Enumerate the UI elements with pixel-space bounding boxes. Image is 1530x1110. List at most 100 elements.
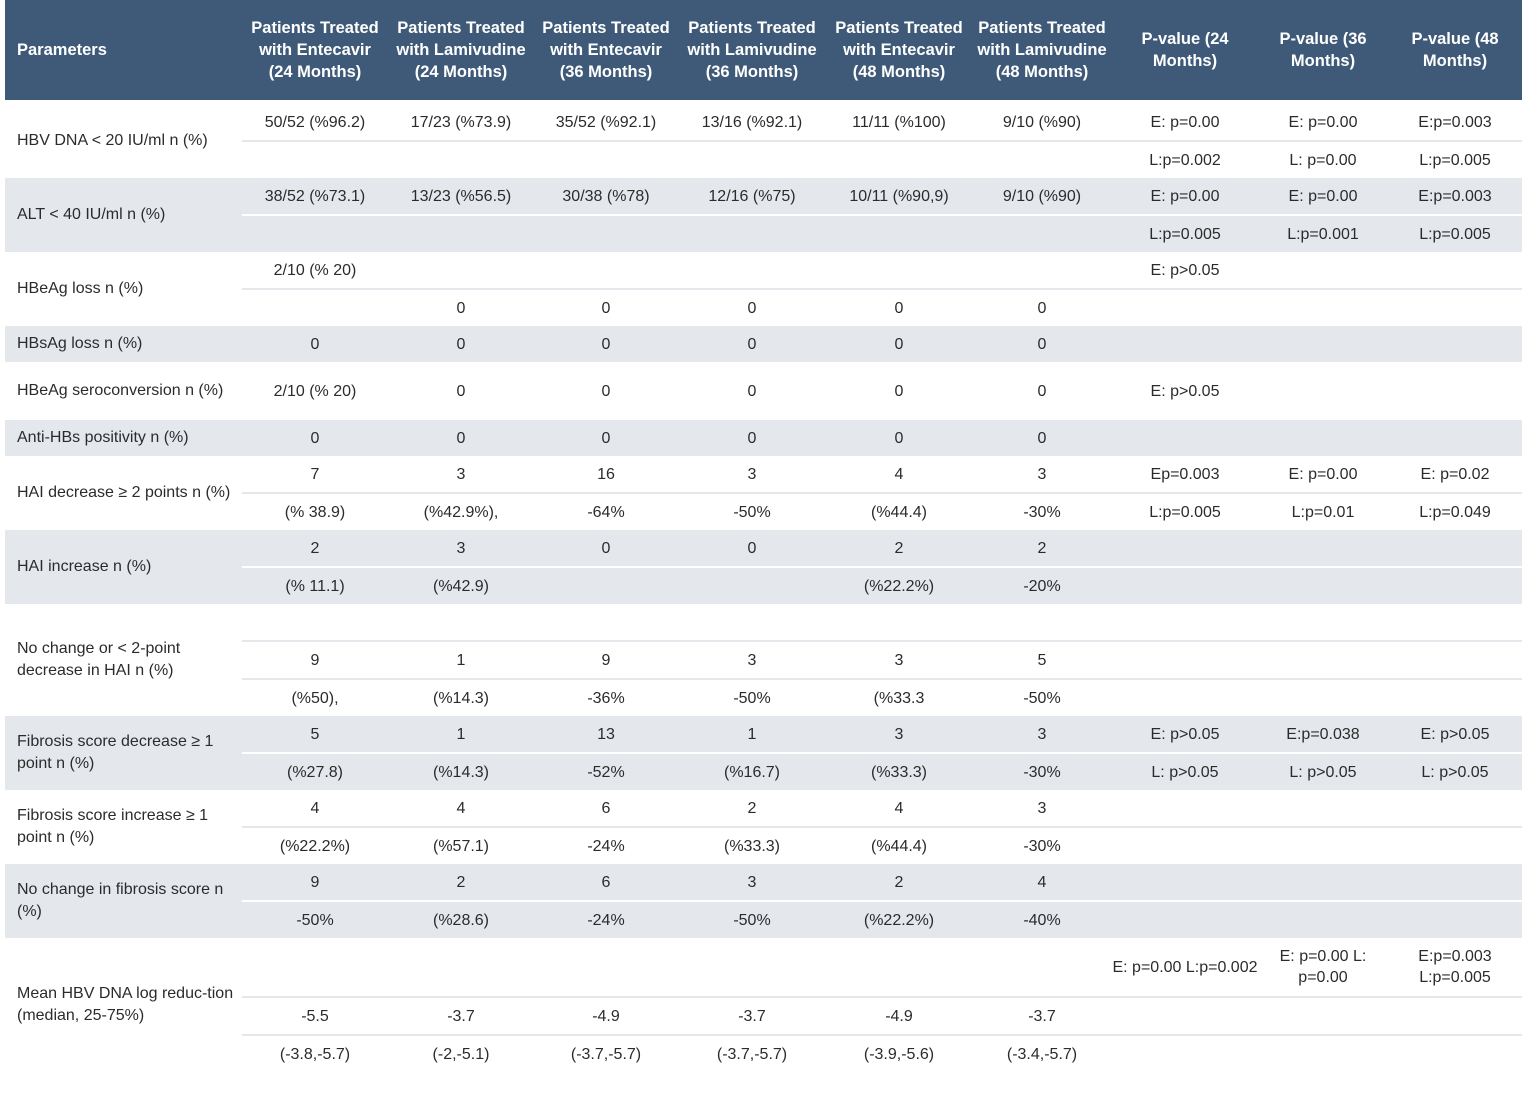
p-value-cell: E: p=0.00	[1288, 465, 1358, 483]
p-value-cell: E:p=0.003	[1418, 113, 1492, 131]
value-cell: 2	[894, 873, 904, 891]
value-cell: 0	[894, 299, 904, 317]
value-cell: -3.7	[1028, 1007, 1056, 1025]
p-value-cell	[1258, 568, 1388, 604]
table-row: HBeAg loss n (%) 2/10 (% 20) E: p>0.05 0 0 0 0…	[5, 252, 1522, 326]
value-cell	[388, 216, 534, 252]
value-cell: 2/10 (% 20)	[273, 382, 357, 400]
value-cell: -20%	[1023, 577, 1061, 595]
value-cell: 9	[310, 873, 320, 891]
p-value-cell: L:p=0.001	[1287, 225, 1359, 243]
value-cell: (%27.8)	[286, 763, 344, 781]
p-value-cell	[1388, 642, 1522, 678]
value-cell: (-3.4,-5.7)	[1006, 1045, 1078, 1063]
value-cell	[242, 216, 388, 252]
value-cell	[388, 142, 534, 178]
value-cell: 9	[601, 651, 611, 669]
p-value-cell	[1112, 864, 1258, 900]
value-cell: -30%	[1023, 837, 1061, 855]
p-value-cell	[1388, 604, 1522, 640]
value-cell: 0	[456, 299, 466, 317]
p-value-cell: L:p=0.049	[1419, 503, 1491, 521]
column-header: P-value (36 Months)	[1279, 30, 1367, 70]
value-cell: 13	[597, 725, 615, 743]
value-cell: -4.9	[592, 1007, 620, 1025]
value-cell: -64%	[587, 503, 625, 521]
value-cell: 9	[310, 651, 320, 669]
row-label: HBeAg seroconversion n (%)	[17, 382, 224, 399]
value-cell: (%42.9)	[432, 577, 490, 595]
value-cell	[678, 938, 826, 996]
value-cell: 0	[601, 429, 611, 447]
p-value-cell: E: p>0.05	[1420, 725, 1490, 743]
value-cell: 2/10 (% 20)	[273, 261, 357, 279]
p-value-cell	[1112, 420, 1258, 456]
row-subline: 38/52 (%73.1) 13/23 (%56.5) 30/38 (%78) 12/…	[242, 178, 1522, 216]
value-cell	[826, 938, 972, 996]
p-value-cell	[1112, 642, 1258, 678]
value-cell	[242, 604, 388, 640]
value-cell	[826, 142, 972, 178]
p-value-cell: E: p=0.00	[1288, 113, 1358, 131]
value-cell: 13/23 (%56.5)	[410, 187, 512, 205]
value-cell: (%28.6)	[432, 911, 490, 929]
row-label: Mean HBV DNA log reduc-tion (median, 25-…	[17, 985, 234, 1024]
p-value-cell: L:p=0.002	[1149, 151, 1221, 169]
value-cell: 0	[747, 335, 757, 353]
p-value-cell	[1258, 252, 1388, 288]
row-subline: (%22.2%) (%57.1) -24% (%33.3) (%44.4) -30%	[242, 828, 1522, 864]
p-value-cell	[1112, 828, 1258, 864]
p-value-cell	[1388, 290, 1522, 326]
p-value-cell	[1112, 902, 1258, 938]
p-value-cell	[1258, 420, 1388, 456]
value-cell	[534, 568, 678, 604]
value-cell: -50%	[733, 503, 771, 521]
p-value-cell	[1388, 326, 1522, 362]
p-value-cell: E:p=0.003	[1418, 187, 1492, 205]
p-value-cell	[1388, 998, 1522, 1034]
value-cell	[826, 216, 972, 252]
value-cell: 2	[310, 539, 320, 557]
value-cell: -36%	[587, 689, 625, 707]
value-cell: 5	[1037, 651, 1047, 669]
value-cell: 38/52 (%73.1)	[264, 187, 366, 205]
table-row: No change or < 2-point decrease in HAI n…	[5, 604, 1522, 716]
p-value-cell	[1112, 998, 1258, 1034]
value-cell	[826, 252, 972, 288]
table-row: Anti-HBs positivity n (%) 0 0 0 0 0 0	[5, 420, 1522, 456]
p-value-cell	[1258, 790, 1388, 826]
value-cell: 9/10 (%90)	[1002, 187, 1082, 205]
row-subline: 50/52 (%96.2) 17/23 (%73.9) 35/52 (%92.1) 1…	[242, 104, 1522, 142]
value-cell: -4.9	[885, 1007, 913, 1025]
value-cell: (%57.1)	[432, 837, 490, 855]
value-cell	[242, 938, 388, 996]
table-row: ALT < 40 IU/ml n (%) 38/52 (%73.1) 13/23 (…	[5, 178, 1522, 252]
value-cell: 0	[456, 335, 466, 353]
value-cell: (%22.2%)	[863, 911, 935, 929]
value-cell: (%14.3)	[432, 763, 490, 781]
value-cell: 16	[597, 465, 615, 483]
column-header: Patients Treated with Entecavir (24 Mont…	[251, 19, 379, 81]
row-label: ALT < 40 IU/ml n (%)	[17, 206, 166, 223]
row-subline: 2/10 (% 20) E: p>0.05	[242, 252, 1522, 290]
value-cell: 0	[601, 382, 611, 400]
value-cell	[678, 252, 826, 288]
p-value-cell	[1388, 568, 1522, 604]
row-subline: 0 0 0 0 0 0	[242, 326, 1522, 362]
p-value-cell	[1388, 1036, 1522, 1072]
p-value-cell: E: p=0.00	[1150, 187, 1220, 205]
results-table: Parameters Patients Treated with Entecavi…	[5, 0, 1522, 1072]
value-cell	[534, 142, 678, 178]
p-value-cell: E: p=0.00 L: p=0.00	[1279, 948, 1367, 986]
p-value-cell	[1258, 604, 1388, 640]
value-cell: 12/16 (%75)	[708, 187, 796, 205]
value-cell: (%22.2%)	[279, 837, 351, 855]
value-cell	[678, 142, 826, 178]
value-cell: 0	[601, 335, 611, 353]
value-cell: 1	[456, 651, 466, 669]
value-cell: 3	[1037, 799, 1047, 817]
value-cell: 17/23 (%73.9)	[410, 113, 512, 131]
value-cell: 3	[894, 725, 904, 743]
row-subline: (%50), (%14.3) -36% -50% (%33.3 -50%	[242, 680, 1522, 716]
p-value-cell	[1112, 290, 1258, 326]
